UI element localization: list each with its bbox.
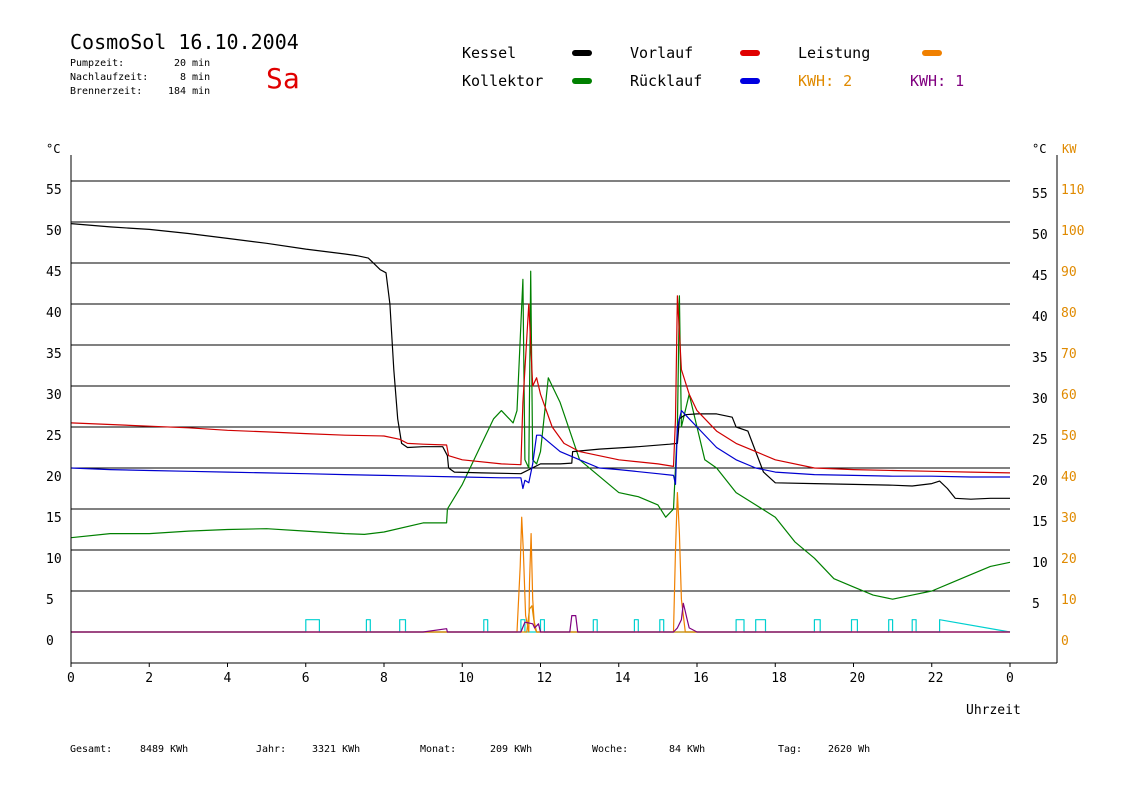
pumpzeit-value: 20 min bbox=[174, 58, 211, 69]
x-tick-2: 4 bbox=[224, 671, 232, 686]
legend-ruecklauf-label: Rücklauf bbox=[630, 72, 703, 90]
pumpzeit-label: Pumpzeit: bbox=[70, 58, 125, 69]
y-tick-right-temp-35: 35 bbox=[1032, 351, 1048, 366]
footer-woche-label: Woche: bbox=[592, 744, 629, 755]
y-tick-left-15: 15 bbox=[46, 511, 62, 526]
y-tick-right-temp-25: 25 bbox=[1032, 433, 1048, 448]
x-tick-0: 0 bbox=[67, 671, 75, 686]
legend-kwh1-label: KWH: 1 bbox=[910, 72, 965, 90]
grid-layer bbox=[71, 180, 1010, 592]
x-tick-1: 2 bbox=[145, 671, 153, 686]
x-tick-6: 12 bbox=[537, 671, 553, 686]
footer-woche-value: 84 KWh bbox=[669, 744, 706, 755]
x-axis-label: Uhrzeit bbox=[966, 703, 1021, 718]
footer-gesamt-value: 8489 KWh bbox=[140, 744, 189, 755]
legend-vorlauf-label: Vorlauf bbox=[630, 44, 694, 62]
y-tick-right-power-30: 30 bbox=[1061, 511, 1077, 526]
y-tick-left-0: 0 bbox=[46, 634, 54, 649]
series-line-vorlauf bbox=[70, 295, 1011, 474]
y-tick-right-temp-30: 30 bbox=[1032, 392, 1048, 407]
series-line-leistung bbox=[71, 492, 1010, 633]
x-tick-10: 20 bbox=[850, 671, 866, 686]
y-tick-right-power-10: 10 bbox=[1061, 593, 1077, 608]
brennerzeit-value: 184 min bbox=[168, 86, 211, 97]
y-tick-right-temp-50: 50 bbox=[1032, 228, 1048, 243]
footer-monat-value: 209 KWh bbox=[490, 744, 533, 755]
legend-kessel-label: Kessel bbox=[462, 44, 517, 62]
footer-tag-label: Tag: bbox=[778, 744, 803, 755]
y-tick-right-temp-20: 20 bbox=[1032, 474, 1048, 489]
legend-vorlauf-swatch bbox=[740, 50, 760, 56]
legend-kwh2-label: KWH: 2 bbox=[798, 72, 853, 90]
y-tick-right-power-80: 80 bbox=[1061, 306, 1077, 321]
footer-monat-label: Monat: bbox=[420, 744, 457, 755]
y-tick-left-20: 20 bbox=[46, 470, 62, 485]
y-tick-left-40: 40 bbox=[46, 306, 62, 321]
y-tick-right-temp-40: 40 bbox=[1032, 310, 1048, 325]
y-tick-left-10: 10 bbox=[46, 552, 62, 567]
y-axis-left-unit: °C bbox=[46, 142, 60, 156]
legend-kollektor-label: Kollektor bbox=[462, 72, 544, 90]
y-tick-right-power-0: 0 bbox=[1061, 634, 1069, 649]
y-tick-right-power-90: 90 bbox=[1061, 265, 1077, 280]
y-tick-left-45: 45 bbox=[46, 265, 62, 280]
footer-tag-value: 2620 Wh bbox=[828, 744, 871, 755]
nachlaufzeit-label: Nachlaufzeit: bbox=[70, 72, 149, 83]
x-tick-12: 0 bbox=[1006, 671, 1014, 686]
series-line-kwh1 bbox=[71, 602, 1010, 633]
chart-title: CosmoSol 16.10.2004 bbox=[70, 30, 299, 54]
y-tick-right-power-110: 110 bbox=[1061, 183, 1084, 198]
footer-jahr-value: 3321 KWh bbox=[312, 744, 361, 755]
y-tick-left-25: 25 bbox=[46, 429, 62, 444]
x-tick-3: 6 bbox=[302, 671, 310, 686]
y-tick-right-temp-15: 15 bbox=[1032, 515, 1048, 530]
y-tick-right-temp-45: 45 bbox=[1032, 269, 1048, 284]
legend-leistung-label: Leistung bbox=[798, 44, 871, 62]
x-tick-8: 16 bbox=[693, 671, 709, 686]
y-tick-right-power-50: 50 bbox=[1061, 429, 1077, 444]
y-tick-left-5: 5 bbox=[46, 593, 54, 608]
y-tick-left-55: 55 bbox=[46, 183, 62, 198]
nachlaufzeit-value: 8 min bbox=[180, 72, 211, 83]
y-tick-left-30: 30 bbox=[46, 388, 62, 403]
weekday-label: Sa bbox=[266, 62, 300, 95]
x-tick-5: 10 bbox=[458, 671, 474, 686]
y-tick-left-35: 35 bbox=[46, 347, 62, 362]
series-layer bbox=[70, 223, 1011, 633]
legend-leistung-swatch bbox=[922, 50, 942, 56]
legend-ruecklauf-swatch bbox=[740, 78, 760, 84]
x-tick-4: 8 bbox=[380, 671, 388, 686]
y-tick-right-power-20: 20 bbox=[1061, 552, 1077, 567]
y-tick-right-power-70: 70 bbox=[1061, 347, 1077, 362]
axis-layer: 0510152025303540455055510152025303540455… bbox=[46, 155, 1084, 686]
y-tick-right-temp-5: 5 bbox=[1032, 597, 1040, 612]
legend-kollektor-swatch bbox=[572, 78, 592, 84]
y-axis-right-power-unit: KW bbox=[1062, 142, 1077, 156]
brennerzeit-label: Brennerzeit: bbox=[70, 86, 143, 97]
series-line-kessel bbox=[70, 223, 1010, 500]
x-tick-11: 22 bbox=[928, 671, 944, 686]
y-tick-right-power-100: 100 bbox=[1061, 224, 1084, 239]
y-axis-right-temp-unit: °C bbox=[1032, 142, 1046, 156]
footer-jahr-label: Jahr: bbox=[256, 744, 287, 755]
y-tick-right-power-40: 40 bbox=[1061, 470, 1077, 485]
y-tick-right-temp-55: 55 bbox=[1032, 187, 1048, 202]
x-tick-9: 18 bbox=[771, 671, 787, 686]
series-line-kwh2 bbox=[71, 605, 1010, 633]
y-tick-right-power-60: 60 bbox=[1061, 388, 1077, 403]
y-tick-left-50: 50 bbox=[46, 224, 62, 239]
series-line-ruecklauf bbox=[70, 410, 1010, 490]
x-tick-7: 14 bbox=[615, 671, 631, 686]
legend-kessel-swatch bbox=[572, 50, 592, 56]
y-tick-right-temp-10: 10 bbox=[1032, 556, 1048, 571]
footer-gesamt-label: Gesamt: bbox=[70, 744, 113, 755]
